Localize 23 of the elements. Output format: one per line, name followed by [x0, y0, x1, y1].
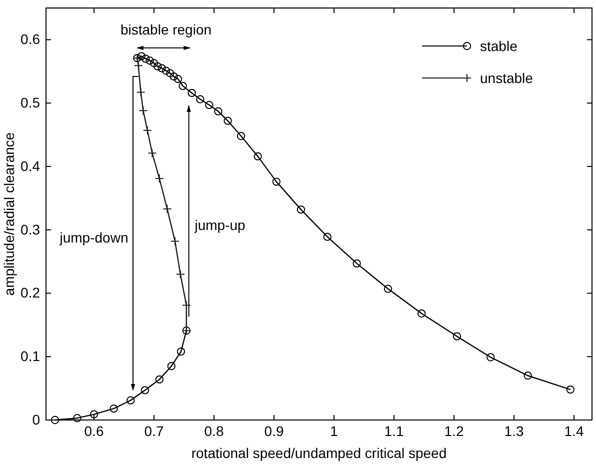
x-tick-label: 1.4 — [564, 422, 584, 439]
y-tick-label: 0.5 — [20, 94, 40, 111]
x-tick-label: 0.8 — [204, 422, 224, 439]
y-axis-title: amplitude/radial clearance — [1, 132, 17, 296]
legend-label: unstable — [480, 70, 534, 86]
x-tick-label: 1 — [330, 422, 338, 439]
y-tick-label: 0.4 — [20, 158, 40, 174]
annotation: bistable region — [120, 22, 212, 38]
annotation: jump-up — [194, 216, 246, 233]
y-tick-label: 0.1 — [20, 348, 40, 364]
x-tick-label: 1.3 — [504, 422, 524, 439]
x-tick-label: 0.9 — [264, 422, 284, 439]
legend-label: stable — [480, 38, 518, 54]
x-tick-label: 0.7 — [144, 422, 164, 439]
y-tick-label: 0.2 — [20, 284, 40, 301]
y-tick-label: 0.3 — [20, 221, 40, 238]
y-tick-label: 0.6 — [20, 31, 40, 48]
x-tick-label: 1.1 — [384, 422, 404, 439]
x-axis-title: rotational speed/undamped critical speed — [191, 445, 447, 461]
x-tick-label: 1.2 — [444, 422, 464, 439]
annotation: jump-down — [58, 230, 128, 246]
y-tick-label: 0 — [32, 411, 40, 428]
x-tick-label: 0.6 — [84, 422, 104, 439]
